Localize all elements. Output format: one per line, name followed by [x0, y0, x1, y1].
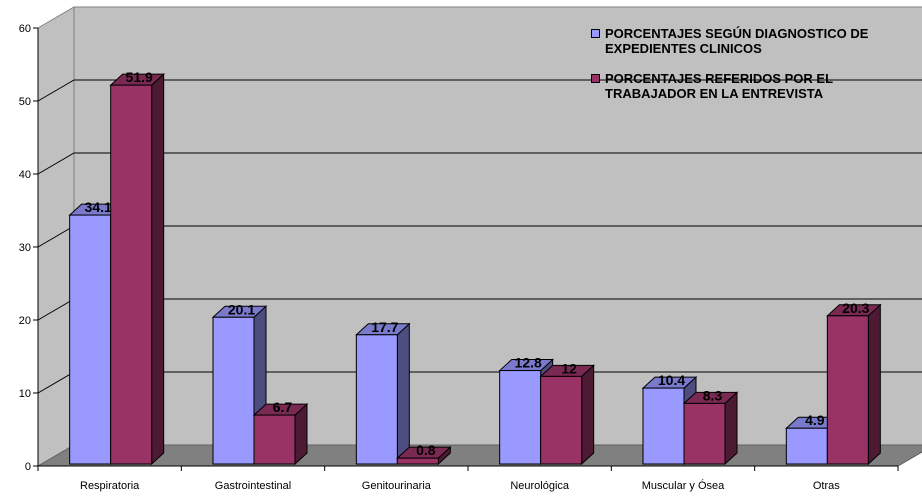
- y-tick-label: 40: [19, 169, 31, 181]
- bars: [68, 72, 882, 466]
- data-label: 0.8: [416, 442, 436, 458]
- gridline: [37, 152, 922, 175]
- bar-front: [396, 457, 439, 465]
- y-tick-label: 20: [19, 315, 31, 327]
- y-tick-label: 0: [25, 461, 31, 473]
- y-tick-label: 30: [19, 242, 31, 254]
- legend: PORCENTAJES SEGÚN DIAGNOSTICO DE EXPEDIE…: [591, 26, 919, 116]
- y-tick-label: 60: [19, 23, 31, 35]
- data-label: 8.3: [703, 387, 723, 403]
- bar: [826, 303, 882, 466]
- bar: [396, 446, 452, 466]
- y-tick-label: 50: [19, 96, 31, 108]
- data-label: 51.9: [126, 69, 153, 85]
- legend-label-series-1: PORCENTAJES SEGÚN DIAGNOSTICO DE EXPEDIE…: [605, 26, 869, 56]
- bar-side: [581, 364, 595, 466]
- legend-item-series-1: PORCENTAJES SEGÚN DIAGNOSTICO DE EXPEDIE…: [591, 26, 919, 56]
- x-tick-label: Respiratoria: [80, 480, 140, 492]
- legend-item-series-2: PORCENTAJES REFERIDOS POR EL TRABAJADOR …: [591, 71, 919, 101]
- bar-front: [69, 214, 112, 465]
- bar-front: [253, 414, 296, 465]
- data-labels: 34.1 51.9 20.1 6.7 17.7 0.8 12.8 12 10.4 8.3 4.9 20…: [85, 69, 870, 458]
- data-label: 12: [561, 360, 577, 376]
- axes: 0 10 20 30 40 50 60 Respiratoria Gastrointestina…: [19, 23, 899, 492]
- bar-front: [642, 387, 685, 465]
- x-tick-label: Gastrointestinal: [215, 480, 291, 492]
- data-label: 6.7: [273, 399, 293, 415]
- bar-side: [151, 72, 165, 466]
- legend-label-series-2: PORCENTAJES REFERIDOS POR EL TRABAJADOR …: [605, 71, 833, 101]
- bar-front: [826, 315, 869, 465]
- bar-front: [683, 402, 726, 465]
- bar-side: [396, 322, 410, 466]
- bar-side: [724, 391, 738, 466]
- legend-swatch-series-1: [591, 29, 600, 38]
- bar: [252, 402, 309, 466]
- y-tick-label: 10: [19, 388, 31, 400]
- data-label: 34.1: [85, 199, 112, 215]
- bar-front: [110, 84, 153, 465]
- data-label: 20.1: [228, 301, 255, 317]
- gridline: [37, 79, 922, 102]
- bar: [355, 322, 411, 466]
- bar-front: [785, 427, 828, 465]
- bar: [682, 391, 739, 466]
- data-label: 4.9: [805, 412, 825, 428]
- bar: [109, 72, 165, 466]
- data-label: 10.4: [658, 372, 685, 388]
- x-tick-label: Muscular y Ósea: [642, 479, 725, 492]
- bar-front: [212, 316, 255, 465]
- bar-front: [355, 334, 398, 465]
- x-tick-label: Neurológica: [510, 480, 570, 492]
- bar-front: [540, 375, 583, 465]
- x-tick-label: Otras: [813, 480, 840, 492]
- data-label: 20.3: [842, 300, 869, 316]
- bar-side: [867, 303, 881, 466]
- data-label: 17.7: [371, 319, 398, 335]
- legend-swatch-series-2: [591, 74, 600, 83]
- bar-front: [499, 370, 542, 465]
- data-label: 12.8: [515, 355, 542, 371]
- x-tick-label: Genitourinaria: [362, 480, 432, 492]
- bar: [539, 364, 595, 466]
